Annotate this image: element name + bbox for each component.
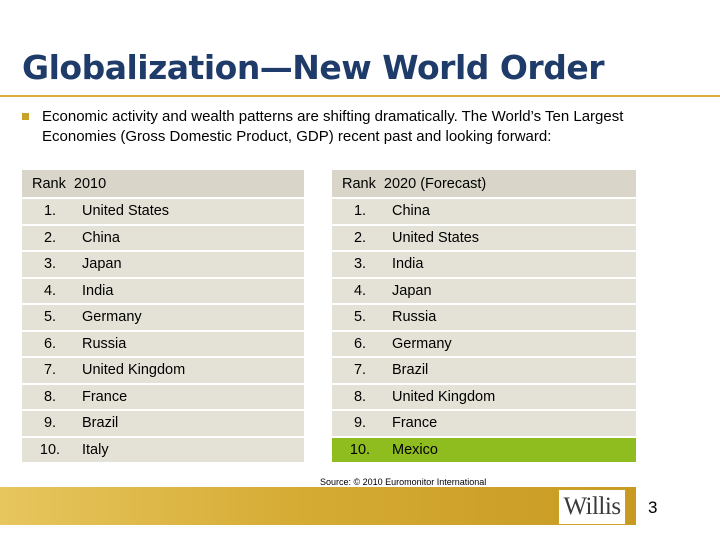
country-2020-cell: China — [388, 199, 636, 224]
country-2010-cell: Germany — [78, 305, 304, 330]
country-2010-cell: United Kingdom — [78, 358, 304, 383]
rank-2020-cell: 10. — [332, 437, 388, 462]
country-2020-cell: United Kingdom — [388, 384, 636, 409]
table-row: 8. France 8. United Kingdom — [22, 384, 636, 409]
country-2020-cell: France — [388, 411, 636, 436]
country-2010-cell: Russia — [78, 331, 304, 356]
column-gap — [304, 170, 332, 197]
column-gap — [304, 278, 332, 303]
column-gap — [304, 437, 332, 462]
table-row: 2. China 2. United States — [22, 225, 636, 250]
rank-2020-cell: 7. — [332, 358, 388, 383]
rank-2020-cell: 6. — [332, 331, 388, 356]
country-2020-cell: United States — [388, 225, 636, 250]
rank-2010-cell: 6. — [22, 331, 78, 356]
rank-2020-cell: 2. — [332, 225, 388, 250]
country-2010-cell: France — [78, 384, 304, 409]
column-gap — [304, 331, 332, 356]
rank-2010-cell: 3. — [22, 252, 78, 277]
country-2010-cell: China — [78, 225, 304, 250]
country-2010-cell: United States — [78, 199, 304, 224]
header-rank-2020: Rank 2020 (Forecast) — [332, 170, 636, 197]
table-row: 3. Japan 3. India — [22, 252, 636, 277]
column-gap — [304, 358, 332, 383]
footer-bar — [0, 487, 636, 525]
page-number: 3 — [648, 498, 658, 517]
gdp-ranking-table: Rank 2010 Rank 2020 (Forecast) 1. United … — [22, 168, 636, 464]
header-rank-2010: Rank 2010 — [22, 170, 304, 197]
table-row: 9. Brazil 9. France — [22, 411, 636, 436]
rank-2010-cell: 4. — [22, 278, 78, 303]
rank-2020-cell: 4. — [332, 278, 388, 303]
slide-title: Globalization—New World Order — [22, 48, 604, 87]
rank-2020-cell: 5. — [332, 305, 388, 330]
rank-2010-cell: 5. — [22, 305, 78, 330]
rank-2020-cell: 8. — [332, 384, 388, 409]
column-gap — [304, 305, 332, 330]
rank-2010-cell: 7. — [22, 358, 78, 383]
table-row: 4. India 4. Japan — [22, 278, 636, 303]
country-2020-cell: Mexico — [388, 437, 636, 462]
rank-2010-cell: 9. — [22, 411, 78, 436]
rank-2010-cell: 2. — [22, 225, 78, 250]
title-divider — [0, 95, 720, 97]
table-row: 6. Russia 6. Germany — [22, 331, 636, 356]
column-gap — [304, 384, 332, 409]
country-2010-cell: Italy — [78, 437, 304, 462]
willis-logo: Willis — [558, 489, 626, 525]
table-row: 10. Italy 10. Mexico — [22, 437, 636, 462]
country-2020-cell: Brazil — [388, 358, 636, 383]
rank-2020-cell: 1. — [332, 199, 388, 224]
rank-2020-cell: 3. — [332, 252, 388, 277]
country-2020-cell: Japan — [388, 278, 636, 303]
country-2010-cell: India — [78, 278, 304, 303]
table-header-row: Rank 2010 Rank 2020 (Forecast) — [22, 170, 636, 197]
bullet-square-icon — [22, 113, 29, 120]
source-note: Source: © 2010 Euromonitor International — [320, 477, 487, 487]
column-gap — [304, 252, 332, 277]
rank-2010-cell: 10. — [22, 437, 78, 462]
country-2010-cell: Brazil — [78, 411, 304, 436]
country-2010-cell: Japan — [78, 252, 304, 277]
country-2020-cell: Russia — [388, 305, 636, 330]
table-row: 5. Germany 5. Russia — [22, 305, 636, 330]
table-row: 1. United States 1. China — [22, 199, 636, 224]
rank-2010-cell: 1. — [22, 199, 78, 224]
column-gap — [304, 411, 332, 436]
table-row: 7. United Kingdom 7. Brazil — [22, 358, 636, 383]
bullet-text: Economic activity and wealth patterns ar… — [42, 108, 624, 145]
rank-2010-cell: 8. — [22, 384, 78, 409]
country-2020-cell: India — [388, 252, 636, 277]
country-2020-cell: Germany — [388, 331, 636, 356]
column-gap — [304, 199, 332, 224]
rank-2020-cell: 9. — [332, 411, 388, 436]
column-gap — [304, 225, 332, 250]
